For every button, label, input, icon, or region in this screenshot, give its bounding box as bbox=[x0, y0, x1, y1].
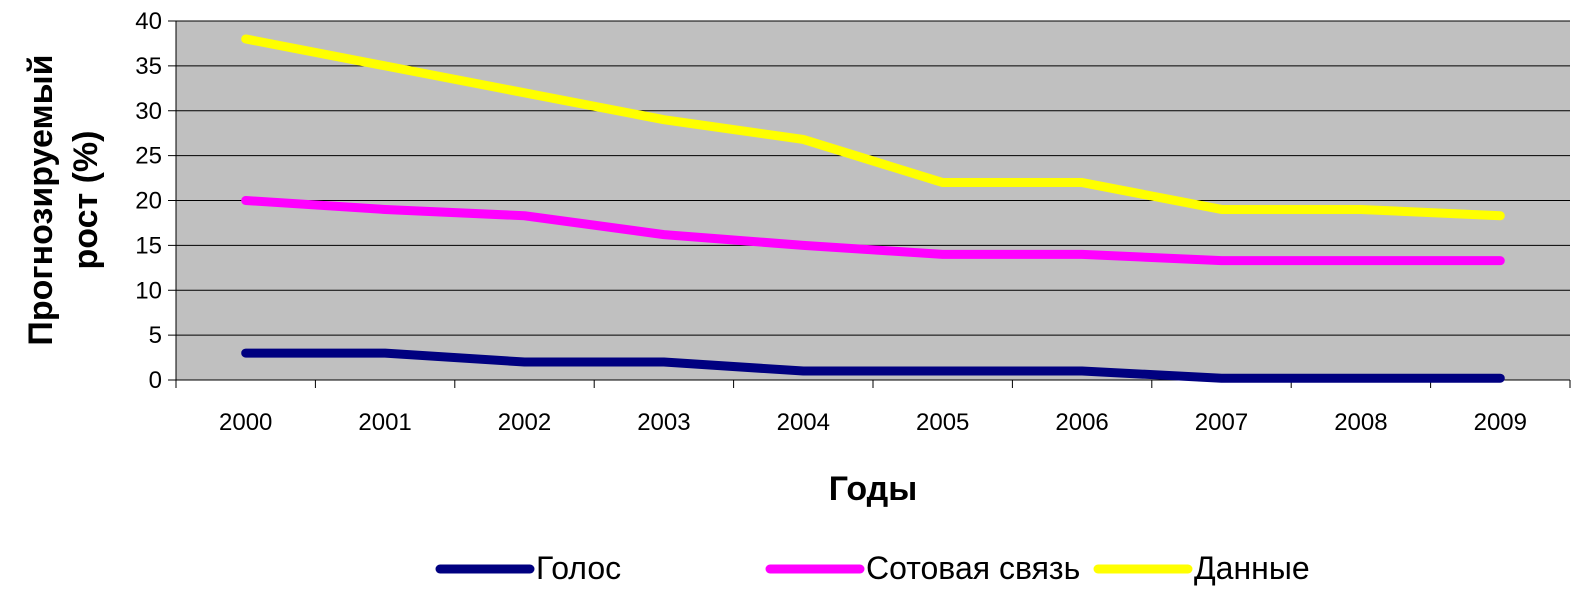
series-line-3 bbox=[241, 34, 1505, 221]
x-tick-label: 2001 bbox=[358, 409, 411, 436]
y-axis-title-line-1: Прогнозируемый bbox=[22, 54, 60, 345]
legend: Голос Сотовая связь Данные bbox=[435, 550, 1310, 586]
x-tick-label: 2004 bbox=[777, 409, 830, 436]
x-tick-label: 2007 bbox=[1195, 409, 1248, 436]
legend-label: Голос bbox=[536, 550, 621, 586]
series-lines bbox=[241, 34, 1505, 383]
x-tick-label: 2003 bbox=[637, 409, 690, 436]
y-tick-label: 10 bbox=[135, 277, 162, 304]
x-tick-label: 2009 bbox=[1474, 409, 1527, 436]
y-axis-title-line-2: рост (%) bbox=[67, 131, 105, 270]
x-tick-label: 2005 bbox=[916, 409, 969, 436]
series-line-1 bbox=[241, 348, 1505, 383]
y-tick-labels: 0 5 10 15 20 25 30 35 40 bbox=[135, 8, 162, 394]
y-tick-label: 25 bbox=[135, 143, 162, 170]
y-tick-label: 15 bbox=[135, 232, 162, 259]
y-tick-label: 5 bbox=[149, 322, 162, 349]
y-axis-title: Прогнозируемый рост (%) bbox=[22, 54, 105, 345]
y-tick-label: 0 bbox=[149, 367, 162, 394]
x-axis-title: Годы bbox=[829, 470, 918, 508]
y-tick-label: 20 bbox=[135, 188, 162, 215]
x-tick-label: 2006 bbox=[1055, 409, 1108, 436]
y-tick-label: 40 bbox=[135, 8, 162, 35]
series-line-2 bbox=[241, 196, 1505, 266]
y-tick-label: 30 bbox=[135, 98, 162, 125]
x-tick-label: 2000 bbox=[219, 409, 272, 436]
x-tick-label: 2008 bbox=[1334, 409, 1387, 436]
y-tick-label: 35 bbox=[135, 53, 162, 80]
x-tick-labels: 2000 2001 2002 2003 2004 2005 2006 2007 2008 2009 bbox=[219, 409, 1527, 436]
legend-label: Данные bbox=[1194, 550, 1310, 586]
x-tick-label: 2002 bbox=[498, 409, 551, 436]
legend-label: Сотовая связь bbox=[866, 550, 1080, 586]
